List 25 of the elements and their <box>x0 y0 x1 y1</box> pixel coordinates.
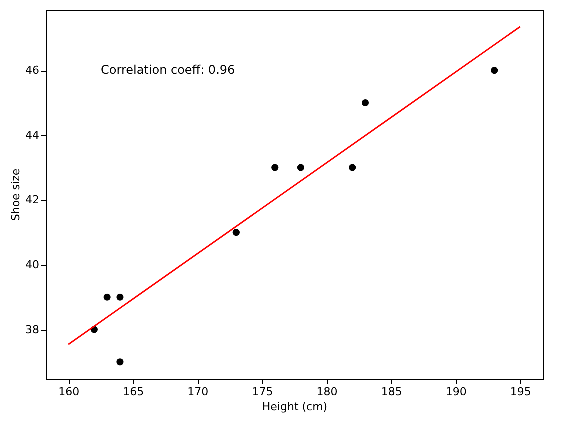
x-tick-label: 195 <box>510 386 532 398</box>
point <box>297 164 304 172</box>
x-tick-label: 190 <box>446 386 467 398</box>
x-tick-label: 165 <box>123 386 144 398</box>
y-tick-label: 46 <box>26 64 40 78</box>
x-tick-label: 180 <box>316 386 338 398</box>
x-axis-title: Height (cm) <box>262 400 328 414</box>
point <box>104 294 111 301</box>
x-tick-label: 175 <box>252 386 274 398</box>
y-tick-label: 38 <box>26 323 40 336</box>
point <box>116 358 124 366</box>
annotation: Correlation coeff: 0.96 <box>101 63 236 77</box>
point <box>349 164 356 172</box>
x-tick-label: 185 <box>381 386 402 398</box>
y-tick-label: 42 <box>26 194 40 207</box>
x-tick-label: 160 <box>58 386 80 398</box>
point <box>491 67 498 74</box>
y-axis-title: Shoe size <box>10 168 23 222</box>
x-tick-label: 170 <box>188 386 209 398</box>
y-tick-label: 44 <box>26 128 40 142</box>
point <box>362 99 370 107</box>
y-tick-label: 40 <box>26 258 40 272</box>
point <box>116 294 124 301</box>
point <box>232 229 240 236</box>
point <box>272 164 279 172</box>
